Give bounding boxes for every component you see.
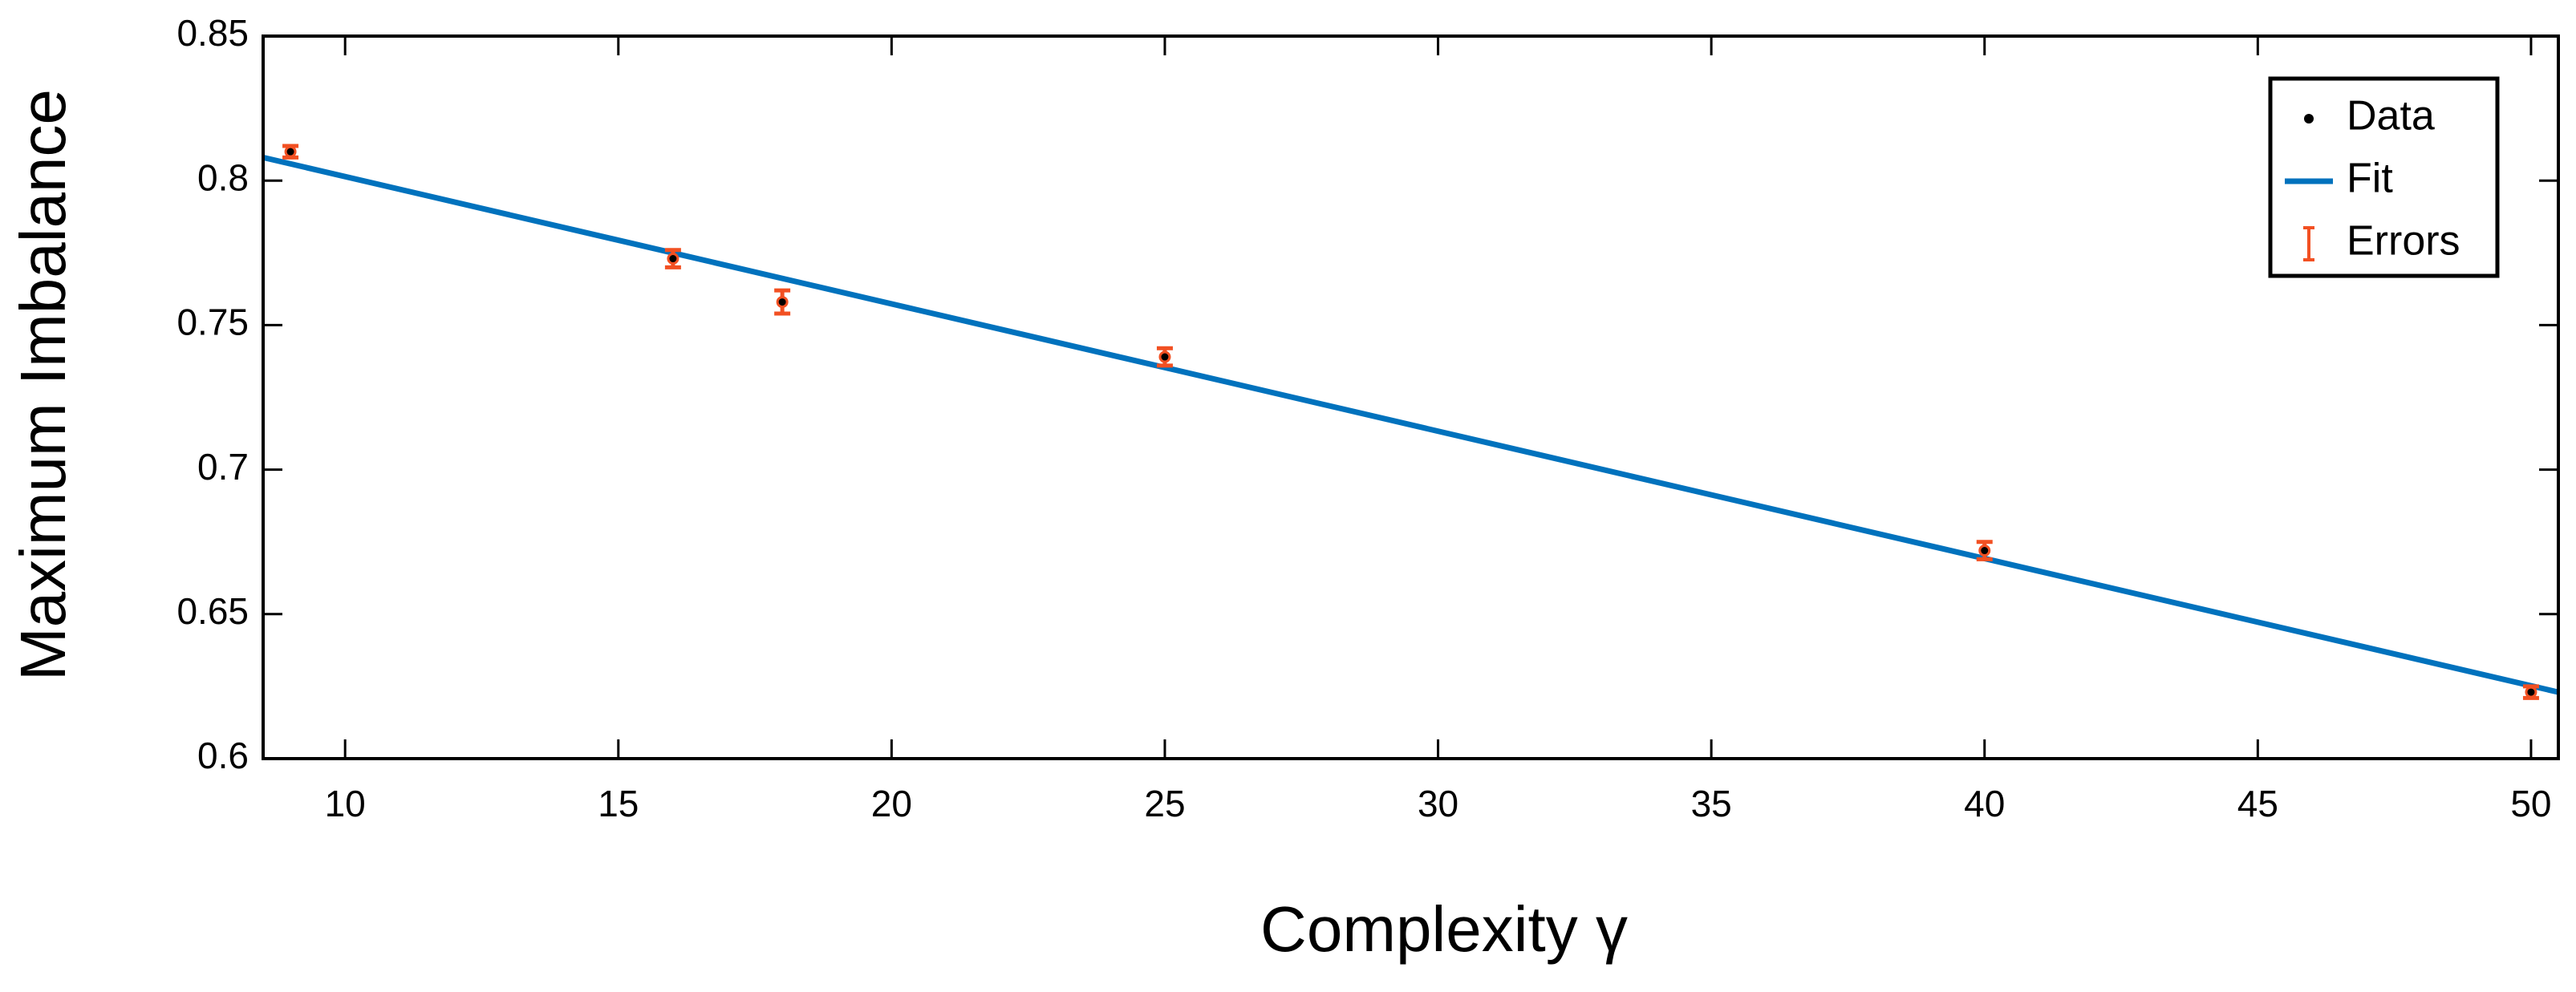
y-tick-label: 0.75 xyxy=(176,302,249,343)
x-tick-label: 50 xyxy=(2510,783,2551,824)
y-tick-label: 0.7 xyxy=(197,446,249,488)
data-point xyxy=(1158,350,1171,363)
x-tick-label: 20 xyxy=(871,783,912,824)
x-tick-label: 25 xyxy=(1144,783,1185,824)
y-tick-label: 0.85 xyxy=(176,12,249,54)
data-point xyxy=(667,253,679,265)
fit-line xyxy=(262,154,2559,695)
x-axis-label: Complexity γ xyxy=(1260,893,1628,965)
legend-marker xyxy=(2304,114,2314,123)
x-tick-label: 10 xyxy=(325,783,366,824)
data-point xyxy=(1978,545,1991,557)
plot-frame xyxy=(262,34,2560,760)
data-point xyxy=(284,145,297,158)
y-tick-label: 0.6 xyxy=(197,735,249,776)
y-tick-label: 0.8 xyxy=(197,156,249,198)
data-point xyxy=(2525,686,2537,698)
data-point xyxy=(776,296,789,309)
x-tick-label: 35 xyxy=(1691,783,1732,824)
x-tick-label: 45 xyxy=(2237,783,2278,824)
y-axis-label: Maximum Imbalance xyxy=(7,89,79,681)
legend-label: Fit xyxy=(2347,156,2393,202)
legend-box xyxy=(2268,76,2500,278)
legend-label: Errors xyxy=(2347,218,2460,265)
x-tick-label: 15 xyxy=(598,783,639,824)
legend-label: Data xyxy=(2347,93,2435,140)
x-tick-label: 30 xyxy=(1418,783,1458,824)
y-tick-label: 0.65 xyxy=(176,590,249,632)
x-tick-label: 40 xyxy=(1964,783,2005,824)
